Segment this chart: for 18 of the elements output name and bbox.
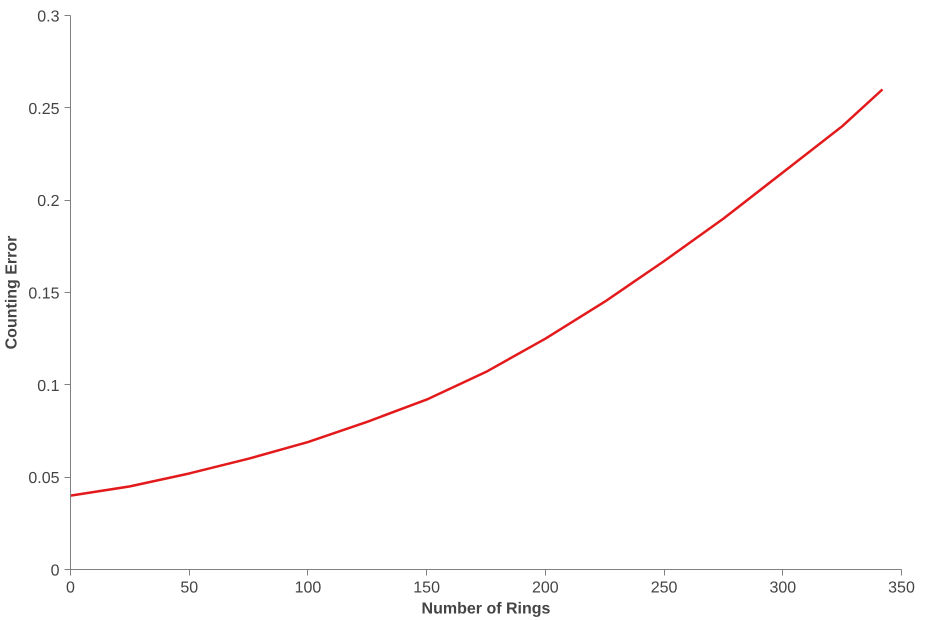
x-axis-title: Number of Rings: [422, 600, 551, 618]
y-tick-label: 0.1: [37, 378, 60, 395]
y-tick-label: 0.05: [28, 470, 60, 488]
x-tick-label: 150: [413, 580, 440, 596]
y-tick-label: 0.15: [28, 286, 60, 302]
x-tick-label: 0: [66, 580, 76, 596]
y-tick-label: 0.25: [28, 100, 60, 118]
line-series: [70, 88, 884, 497]
x-tick-label: 100: [294, 580, 322, 596]
y-tick-label: 0.2: [37, 193, 60, 210]
x-tick-label: 250: [650, 580, 678, 596]
x-tick-label: 300: [769, 580, 796, 596]
x-tick-label: 50: [180, 580, 198, 596]
x-tick-label: 350: [888, 580, 915, 596]
y-tick-label: 0: [50, 562, 60, 580]
y-tick-label: 0.3: [37, 8, 60, 26]
x-tick-label: 200: [532, 580, 559, 596]
y-axis-title: Counting Error: [3, 236, 20, 350]
